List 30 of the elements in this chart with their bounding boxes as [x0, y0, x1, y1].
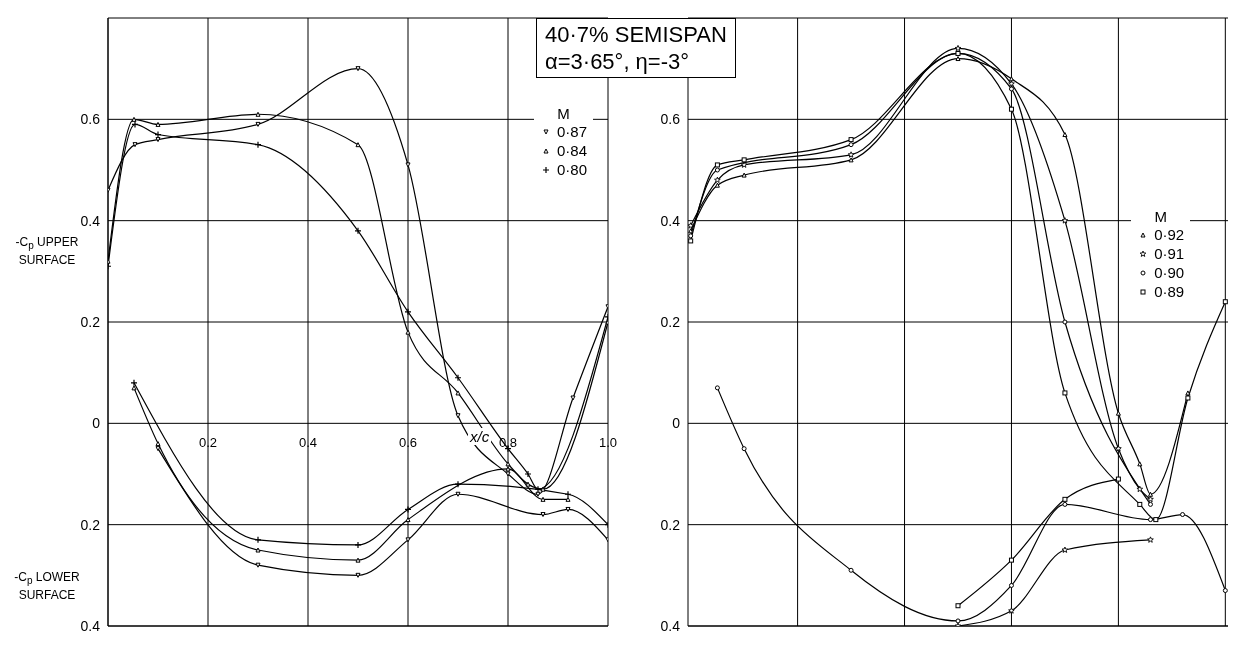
legend-label: 0·89: [1154, 282, 1185, 302]
y-tick-label: 0.4: [660, 617, 681, 634]
legend-title: M: [556, 105, 571, 123]
y-tick-label: 0.2: [660, 313, 681, 330]
x-tick-label: 1.0: [598, 435, 618, 451]
x-tick-label: 0.2: [198, 435, 218, 451]
y-tick-label: 0.4: [660, 212, 681, 229]
y-tick-label: 0: [672, 415, 681, 432]
legend-title: M: [1153, 208, 1168, 226]
legend-label: 0·90: [1154, 263, 1185, 283]
y-tick-label: 0.4: [80, 212, 101, 229]
y-axis-title: -C$_{p}$ UPPER SURFACE: [14, 234, 80, 269]
legend-label: 0·92: [1154, 225, 1185, 245]
legend-label: 0·84: [556, 141, 587, 161]
text: α=3·65°, η=-3°: [545, 48, 691, 75]
y-tick-label: 0.2: [80, 313, 101, 330]
y-tick-label: 0.2: [80, 516, 101, 533]
legend-label: 0·80: [556, 160, 587, 180]
chart-title: 40·7% SEMISPAN: [545, 21, 727, 48]
y-tick-label: 0.6: [660, 111, 681, 128]
y-tick-label: 0: [92, 415, 101, 432]
legend-label: 0·91: [1154, 244, 1185, 264]
x-axis-title: x/c: [468, 428, 492, 446]
y-tick-label: 0.4: [80, 617, 101, 634]
legend-label: 0·87: [556, 122, 587, 142]
x-tick-label: 0.6: [398, 435, 418, 451]
x-tick-label: 0.4: [298, 435, 318, 451]
y-tick-label: 0.2: [660, 516, 681, 533]
y-tick-label: 0.6: [80, 111, 101, 128]
text: -C$_{p}$ LOWER SURFACE: [13, 569, 81, 604]
